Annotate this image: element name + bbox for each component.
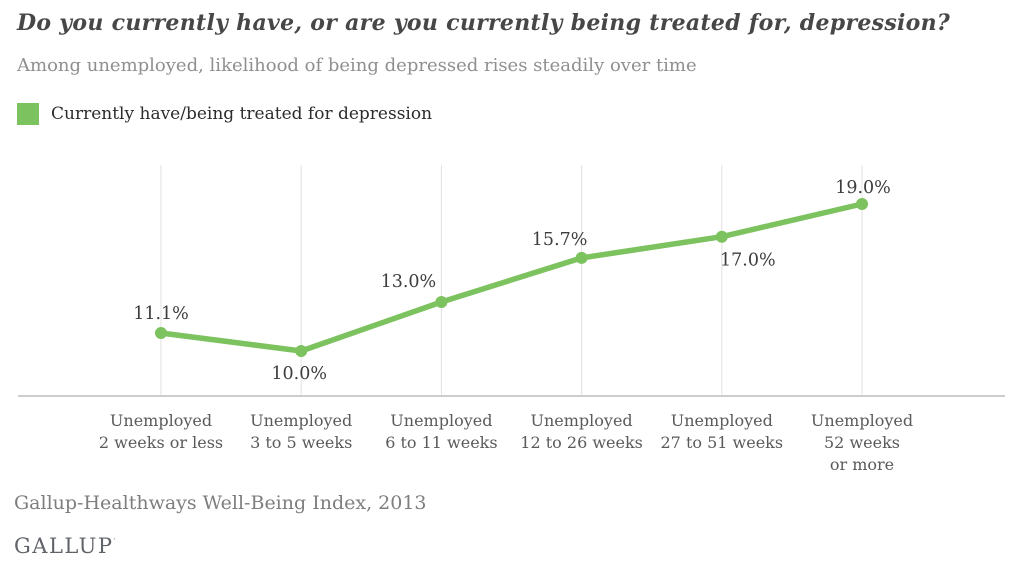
- chart-title: Do you currently have, or are you curren…: [17, 10, 951, 36]
- legend-series-label: Currently have/being treated for depress…: [51, 104, 433, 124]
- data-point-marker: [575, 251, 588, 264]
- data-point-marker: [715, 230, 728, 243]
- x-axis-category-line: 12 to 26 weeks: [520, 433, 643, 452]
- gallup-logo: GALLUP′: [14, 534, 116, 558]
- data-point-marker: [856, 198, 868, 210]
- data-point-marker: [435, 296, 448, 308]
- chart-legend: Currently have/being treated for depress…: [17, 103, 432, 125]
- x-axis-category-line: 27 to 51 weeks: [660, 433, 784, 452]
- data-point-marker: [295, 345, 308, 357]
- data-point-label: 10.0%: [271, 364, 327, 384]
- x-axis-category-line: or more: [829, 455, 895, 474]
- x-axis-category-line: 2 weeks or less: [98, 433, 224, 452]
- x-axis-category-line: Unemployed: [530, 411, 633, 430]
- data-point-label: 17.0%: [720, 251, 776, 271]
- series-line: [158, 201, 865, 354]
- x-axis-category-label: Unemployed 12 to 26 weeks: [507, 410, 657, 454]
- trademark-mark: ′: [113, 538, 116, 548]
- legend-color-swatch: [17, 103, 39, 125]
- chart-subtitle: Among unemployed, likelihood of being de…: [17, 55, 697, 76]
- x-axis-category-label: Unemployed 27 to 51 weeks: [647, 410, 797, 454]
- data-point-label: 11.1%: [133, 304, 189, 324]
- data-point-label: 19.0%: [835, 178, 891, 198]
- data-point-marker: [155, 327, 167, 339]
- x-axis-category-line: Unemployed: [670, 411, 773, 430]
- x-axis-category-label: Unemployed 52 weeks or more: [787, 410, 937, 476]
- line-chart-plot-area: 11.1% 10.0% 13.0% 15.7% 17.0% 19.0%: [18, 165, 1005, 397]
- data-point-label: 13.0%: [381, 272, 437, 292]
- x-axis-category-line: 52 weeks: [824, 433, 900, 452]
- x-axis-category-line: Unemployed: [250, 411, 353, 430]
- x-axis-category-line: Unemployed: [810, 411, 914, 430]
- source-note: Gallup-Healthways Well-Being Index, 2013: [14, 492, 427, 514]
- x-axis-category-label: Unemployed 2 weeks or less: [86, 410, 236, 454]
- x-axis-category-line: 3 to 5 weeks: [250, 433, 353, 452]
- x-axis-category-line: Unemployed: [109, 411, 213, 430]
- x-axis-category-line: 6 to 11 weeks: [385, 433, 498, 452]
- x-axis-category-label: Unemployed 3 to 5 weeks: [226, 410, 376, 454]
- x-axis-category-label: Unemployed 6 to 11 weeks: [366, 410, 516, 454]
- data-point-label: 15.7%: [532, 230, 588, 250]
- x-axis-category-line: Unemployed: [390, 411, 493, 430]
